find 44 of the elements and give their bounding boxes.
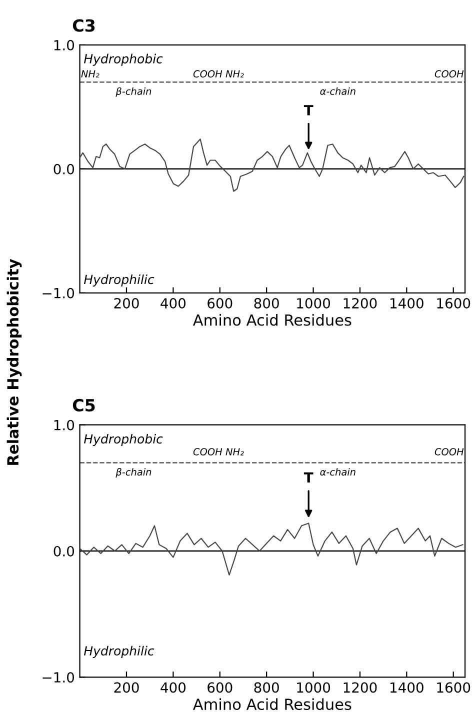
y-tick-label: −1.0 xyxy=(42,672,74,683)
x-axis-title: Amino Acid Residues xyxy=(192,698,352,710)
annotation: α-chain xyxy=(320,468,356,476)
annotation: COOH NH₂ xyxy=(193,448,244,456)
x-tick-label: 200 xyxy=(114,682,139,693)
y-axis-title: Relative Hydrophobicity xyxy=(6,258,22,465)
x-tick-label: 800 xyxy=(254,682,279,693)
x-axis-title: Amino Acid Residues xyxy=(192,314,352,326)
x-tick-label: 1400 xyxy=(390,298,424,309)
annotation: COOH xyxy=(434,448,464,456)
x-tick-label: 1600 xyxy=(437,298,470,309)
x-tick-label: 600 xyxy=(208,682,232,693)
annotation: Hydrophilic xyxy=(84,274,154,287)
annotation: β-chain xyxy=(116,468,152,478)
x-tick-label: 200 xyxy=(114,298,139,309)
line-series xyxy=(80,522,464,576)
annotation: NH₂ xyxy=(81,70,100,78)
x-tick-label: 400 xyxy=(160,298,186,309)
line-series xyxy=(80,138,464,192)
annotation: β-chain xyxy=(116,87,152,97)
x-tick-label: 400 xyxy=(160,682,186,693)
x-tick-label: 1000 xyxy=(297,298,330,309)
annotation: T xyxy=(304,472,314,483)
annotation: Hydrophilic xyxy=(84,646,154,658)
chart-title: C3 xyxy=(72,19,95,32)
annotation: COOH xyxy=(434,70,464,78)
x-tick-label: 1000 xyxy=(297,682,330,693)
annotation: T xyxy=(304,105,314,116)
x-tick-label: 1200 xyxy=(344,682,377,693)
annotation: Hydrophobic xyxy=(84,434,163,446)
y-tick-label: 1.0 xyxy=(54,420,74,430)
x-tick-label: 800 xyxy=(254,298,279,309)
annotation: Hydrophobic xyxy=(84,54,163,66)
annotation: COOH NH₂ xyxy=(193,70,244,78)
y-tick-label: −1.0 xyxy=(42,288,74,298)
x-tick-label: 1600 xyxy=(437,682,470,693)
x-tick-label: 600 xyxy=(208,298,232,309)
y-tick-label: 0.0 xyxy=(54,546,74,556)
y-tick-label: 1.0 xyxy=(54,40,74,50)
x-tick-label: 1400 xyxy=(390,682,424,693)
x-tick-label: 1200 xyxy=(344,298,377,309)
y-tick-label: 0.0 xyxy=(54,164,74,174)
chart-title: C5 xyxy=(72,398,95,412)
annotation: α-chain xyxy=(320,87,356,95)
